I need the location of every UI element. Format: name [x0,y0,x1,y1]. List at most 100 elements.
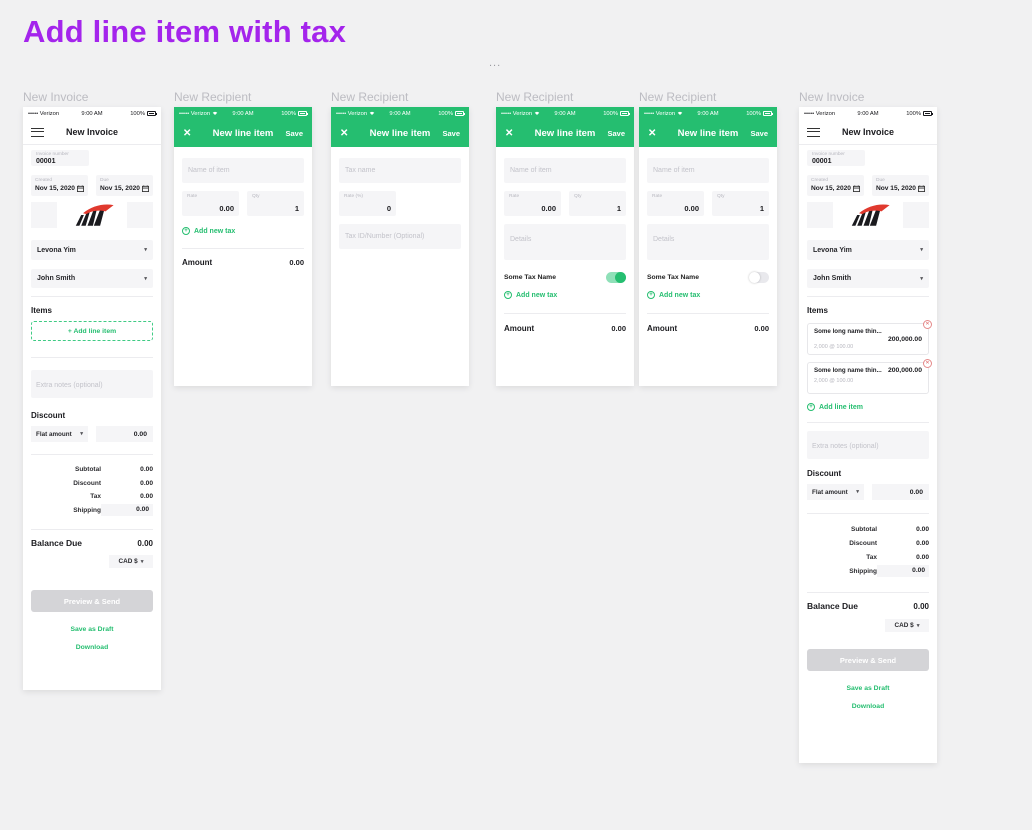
tax-total-value: 0.00 [916,553,929,561]
divider [807,422,929,423]
add-new-tax-link[interactable]: + Add new tax [182,227,304,235]
invoice-number-field[interactable]: Invoice number 00001 [807,150,865,166]
tax-name-input[interactable]: Tax name [339,158,461,183]
line-item-card[interactable]: Some long name thin... 2,000 @ 100.00 20… [807,320,932,355]
add-line-item-link[interactable]: + Add line item [807,403,929,411]
calendar-icon [918,184,925,192]
discount-amount-input[interactable]: 0.00 [96,426,153,442]
rate-input[interactable]: Rate 0.00 [647,191,704,216]
download-link[interactable]: Download [851,703,885,710]
screen-new-invoice-empty: ••••• Verizon 9:00 AM 100% New Invoice I… [23,107,161,690]
tax-rate-input[interactable]: Rate (%) 0 [339,191,396,216]
hamburger-menu-icon[interactable] [31,127,44,137]
close-icon[interactable]: ✕ [183,128,192,139]
item-amount: 200,000.00 [887,367,922,374]
remove-item-icon[interactable]: ✕ [923,359,932,368]
item-name-input[interactable]: Name of item [647,158,769,183]
artboard-label-new-invoice-2: New Invoice [799,90,865,104]
page-title: Add line item with tax [23,14,347,49]
shipping-input[interactable]: 0.00 [101,504,153,517]
preview-send-button[interactable]: Preview & Send [807,649,929,671]
chevron-down-icon: ▾ [916,622,920,629]
add-new-tax-link[interactable]: + Add new tax [647,291,769,299]
item-name-input[interactable]: Name of item [182,158,304,183]
currency-select[interactable]: CAD $ ▾ [885,619,929,632]
screen-new-line-item-basic: ••••• Verizon 9:00 AM 100% ✕ New line it… [174,107,312,386]
rate-label: Rate [652,194,663,199]
item-name: Some long name thin... [814,367,882,374]
save-button[interactable]: Save [750,129,768,138]
save-button[interactable]: Save [442,129,460,138]
extra-notes-placeholder: Extra notes (optional) [36,382,103,389]
qty-input[interactable]: Qty 1 [247,191,304,216]
qty-input[interactable]: Qty 1 [712,191,769,216]
close-icon[interactable]: ✕ [340,128,349,139]
save-button[interactable]: Save [607,129,625,138]
item-name-input[interactable]: Name of item [504,158,626,183]
clock-label: 9:00 AM [232,110,254,117]
shipping-input[interactable]: 0.00 [877,565,929,577]
invoice-number-label: Invoice number [812,152,845,157]
recipient-select[interactable]: John Smith ▾ [807,269,929,288]
battery-icon [147,111,158,116]
screen-new-invoice-filled: ••••• Verizon 9:00 AM 100% New Invoice I… [799,107,937,763]
battery-icon [620,111,631,116]
tax-rate-value: 0 [386,204,391,213]
add-new-tax-link[interactable]: + Add new tax [504,291,626,299]
rate-label: Rate [509,194,520,199]
amount-label: Amount [647,324,678,333]
currency-select[interactable]: CAD $ ▾ [109,555,153,568]
close-icon[interactable]: ✕ [505,128,514,139]
items-heading: Items [31,306,52,315]
sender-select[interactable]: Levona Yim ▾ [807,240,929,260]
chevron-down-icon: ▾ [140,558,144,565]
company-logo [75,204,114,226]
extra-notes-input[interactable]: Extra notes (optional) [31,370,153,398]
recipient-value: John Smith [37,275,76,282]
amount-label: Amount [504,324,535,333]
invoice-number-field[interactable]: Invoice number 00001 [31,150,89,166]
calendar-icon [77,184,84,192]
hamburger-menu-icon[interactable] [807,127,820,137]
preview-send-button[interactable]: Preview & Send [31,590,153,612]
sender-select[interactable]: Levona Yim ▾ [31,240,153,260]
tax-id-input[interactable]: Tax ID/Number (Optional) [339,224,461,249]
tax-toggle-label: Some Tax Name [647,273,700,281]
details-input[interactable]: Details [504,224,626,260]
rate-input[interactable]: Rate 0.00 [504,191,561,216]
discount-amount-input[interactable]: 0.00 [872,484,929,500]
close-icon[interactable]: ✕ [648,128,657,139]
discount-type-select[interactable]: Flat amount ▾ [807,484,864,500]
created-date-field[interactable]: Created Nov 15, 2020 [31,175,88,196]
save-as-draft-link[interactable]: Save as Draft [70,626,114,633]
recipient-select[interactable]: John Smith ▾ [31,269,153,288]
extra-notes-input[interactable]: Extra notes (optional) [807,431,929,459]
carrier-label: ••••• Verizon [336,110,368,117]
qty-label: Qty [717,194,725,199]
qty-input[interactable]: Qty 1 [569,191,626,216]
discount-type-select[interactable]: Flat amount ▾ [31,426,88,442]
tax-toggle-on[interactable] [606,271,626,283]
add-line-item-button[interactable]: + Add line item [31,321,153,341]
clock-label: 9:00 AM [697,110,719,117]
company-logo [851,204,890,226]
logo-placeholder-right [903,201,929,228]
battery-percent: 100% [746,110,762,117]
tax-toggle-off[interactable] [749,271,769,283]
discount-type-value: Flat amount [36,430,72,438]
save-button[interactable]: Save [285,129,303,138]
created-date-field[interactable]: Created Nov 15, 2020 [807,175,864,196]
details-input[interactable]: Details [647,224,769,260]
tax-name-placeholder: Tax name [345,167,376,174]
line-item-card[interactable]: Some long name thin... 200,000.00 2,000 … [807,359,932,394]
due-date-field[interactable]: Due Nov 15, 2020 [872,175,929,196]
remove-item-icon[interactable]: ✕ [923,320,932,329]
created-label: Created [811,177,829,183]
save-as-draft-link[interactable]: Save as Draft [846,685,890,692]
battery-icon [298,111,309,116]
due-date-field[interactable]: Due Nov 15, 2020 [96,175,153,196]
currency-value: CAD $ [118,558,138,565]
rate-input[interactable]: Rate 0.00 [182,191,239,216]
download-link[interactable]: Download [75,644,109,651]
add-new-tax-label: Add new tax [516,291,558,299]
